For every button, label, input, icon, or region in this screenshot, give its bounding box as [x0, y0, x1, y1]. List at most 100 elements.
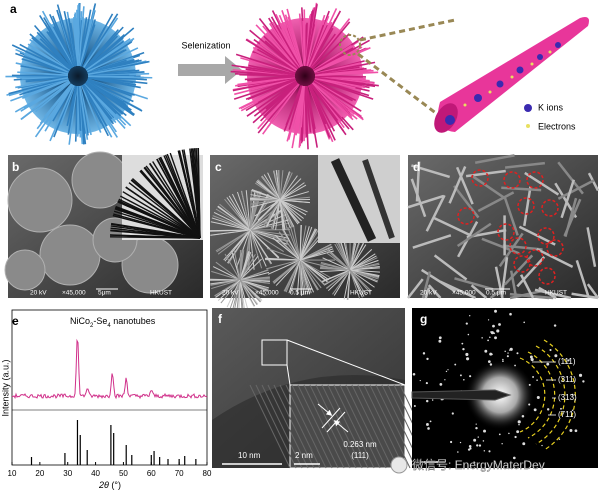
spot — [459, 374, 462, 377]
spike — [287, 16, 303, 67]
spike — [23, 53, 69, 73]
spot — [487, 339, 489, 342]
spike — [313, 44, 353, 72]
spike — [349, 255, 377, 271]
spot — [476, 444, 479, 447]
spike — [263, 82, 299, 117]
spot — [571, 393, 574, 396]
spike — [213, 211, 251, 231]
sem-info: ×45,000 — [62, 290, 86, 297]
spot — [582, 380, 585, 383]
spike — [223, 229, 251, 261]
spot — [517, 420, 521, 424]
rod — [538, 286, 557, 300]
spike — [29, 38, 71, 71]
panel-label: b — [12, 160, 19, 174]
spike — [279, 175, 298, 201]
spike — [215, 261, 241, 281]
sem-info: HKUST — [150, 290, 172, 297]
spike — [233, 78, 296, 100]
spike — [34, 83, 73, 138]
rod — [477, 191, 515, 213]
spot — [501, 443, 503, 445]
spike — [322, 269, 351, 283]
spike — [169, 152, 201, 239]
rod — [571, 292, 599, 300]
spot — [482, 440, 485, 442]
spike — [349, 269, 380, 277]
rod — [536, 247, 574, 268]
fringe — [285, 384, 327, 469]
spike — [349, 269, 375, 288]
spike — [43, 17, 74, 68]
nanotube-tem — [362, 159, 395, 239]
spike — [268, 83, 299, 118]
ring-leaders — [532, 361, 556, 416]
spike — [8, 77, 69, 95]
ions — [445, 42, 561, 125]
rod — [448, 165, 467, 204]
spot — [447, 369, 449, 371]
spot — [483, 429, 487, 433]
spike — [306, 21, 318, 67]
fringe — [357, 384, 399, 469]
spike — [241, 190, 251, 231]
spike — [299, 259, 322, 289]
spike — [284, 259, 301, 292]
spot — [439, 383, 443, 386]
spot — [529, 355, 533, 359]
spot — [427, 427, 430, 430]
scale-label: 2 nm — [295, 451, 313, 460]
sem-info: ×45,000 — [255, 290, 279, 297]
spike — [210, 279, 241, 286]
spike — [15, 62, 69, 75]
spot — [536, 395, 540, 399]
spike — [337, 242, 351, 271]
panel-label: e — [12, 314, 19, 328]
spike — [257, 80, 297, 104]
spike — [220, 279, 241, 304]
spot — [488, 450, 491, 453]
rod — [524, 171, 560, 196]
rod — [425, 194, 446, 232]
rod — [519, 274, 535, 299]
spike — [313, 47, 354, 72]
rod — [424, 287, 431, 299]
spot — [483, 450, 486, 452]
spike — [325, 269, 351, 289]
spike — [239, 271, 270, 281]
spacing-label: 0.263 nm — [343, 440, 377, 449]
spike — [88, 76, 134, 84]
spike — [305, 9, 314, 66]
title-part: 2 — [90, 323, 94, 329]
spike — [78, 17, 88, 67]
spot — [560, 407, 562, 410]
spike — [63, 11, 77, 67]
spot — [492, 324, 495, 328]
spike — [314, 77, 356, 89]
spike — [238, 79, 297, 110]
spike — [88, 69, 136, 76]
blue-sphere — [5, 2, 153, 145]
spike — [259, 42, 298, 71]
rod — [500, 257, 509, 298]
spike — [10, 78, 69, 102]
spike — [265, 34, 299, 70]
spike — [216, 229, 251, 253]
spike — [343, 269, 351, 300]
spike — [279, 199, 308, 213]
rod — [516, 256, 546, 288]
spike — [299, 228, 317, 261]
spike — [25, 80, 70, 108]
spike — [279, 23, 302, 68]
spot — [549, 348, 552, 352]
wechat-icon — [390, 456, 408, 474]
spike — [320, 269, 351, 273]
spike — [249, 190, 252, 231]
spike — [233, 250, 241, 281]
spike — [310, 83, 344, 132]
spot — [533, 408, 537, 412]
spike — [245, 79, 296, 101]
spot — [502, 360, 504, 363]
spike — [309, 27, 334, 68]
